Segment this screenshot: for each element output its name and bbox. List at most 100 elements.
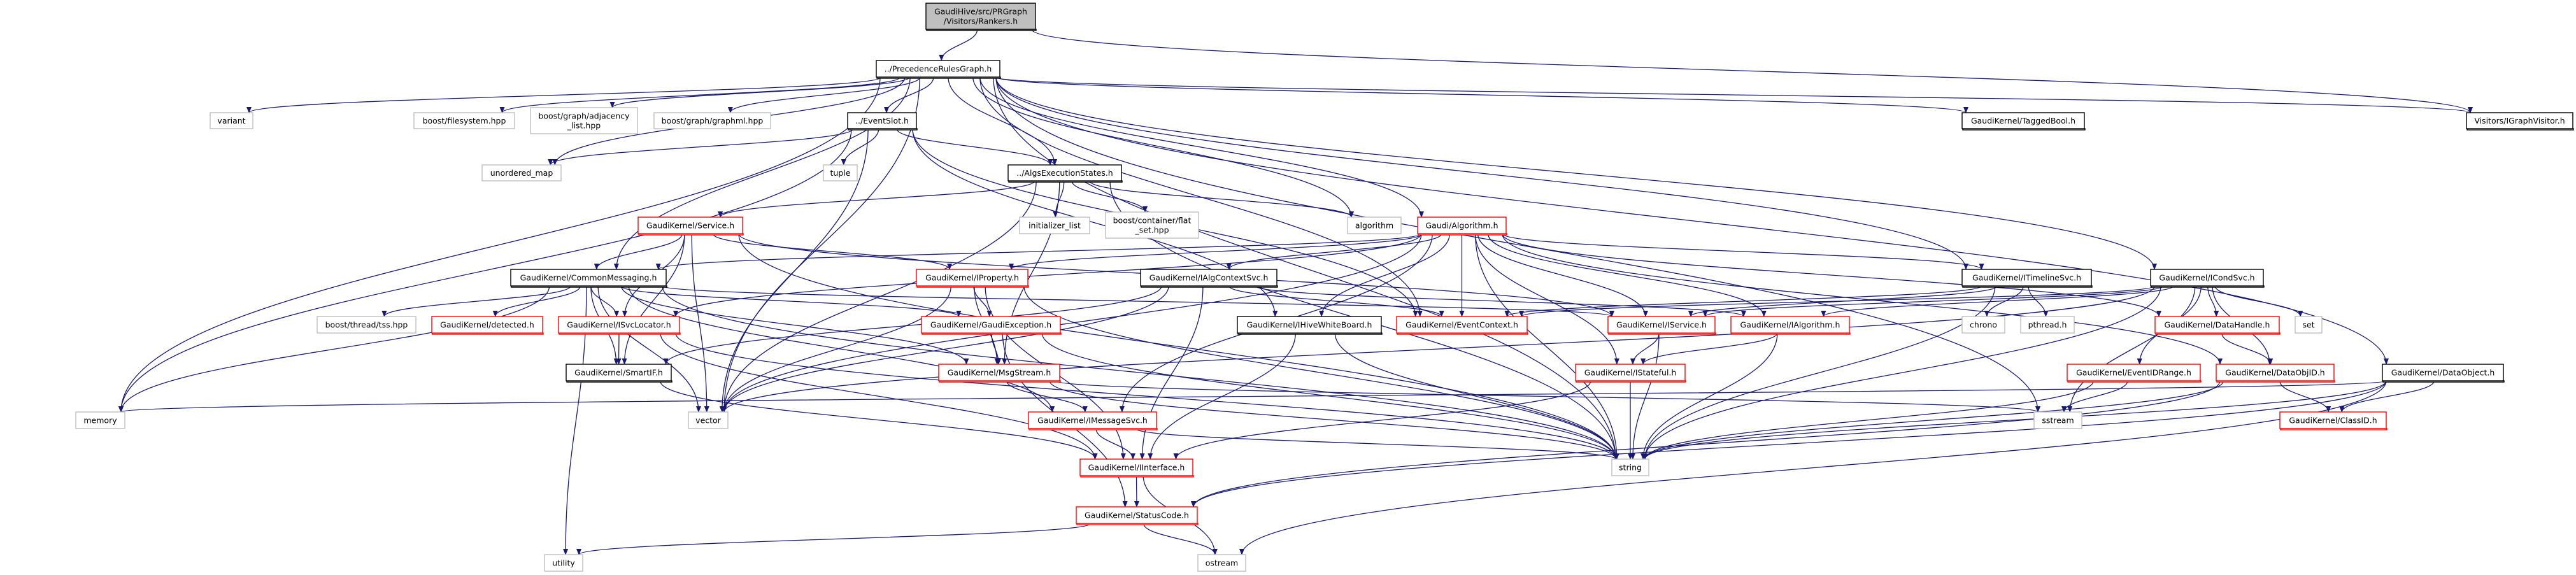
edge-cmsg-to-vector [597,285,701,413]
node-dhandle[interactable]: GaudiKernel/DataHandle.h [2154,316,2281,335]
node-cmsg[interactable]: GaudiKernel/CommonMessaging.h [510,269,667,288]
node-label: GaudiKernel/MsgStream.h [948,368,1051,378]
edge-icond-to-iservice [1702,285,2164,317]
node-prg[interactable]: ../PrecedenceRulesGraph.h [876,60,1001,79]
edge-statuscode-to-ostream [1143,523,1218,555]
node-label: _set.hpp [1134,225,1169,235]
edge-icond-to-string [1642,285,2161,460]
node-box [2295,316,2323,334]
node-box [558,316,680,334]
node-box [1079,458,1193,476]
node-iacs[interactable]: GaudiKernel/IAlgContextSvc.h [1140,269,1278,288]
edge-prg-to-string [993,76,1618,460]
node-box [1607,316,1716,334]
node-memory: memory [75,411,125,429]
node-flatset: boost/container/flat_set.hpp [1105,211,1199,239]
node-evctx[interactable]: GaudiKernel/EventContext.h [1396,316,1528,335]
edge-ialg-to-istateful [1640,332,1778,365]
edge-icond-to-dhandle [2207,285,2219,317]
node-box [1019,217,1090,234]
node-box [2020,316,2075,334]
edge-service-to-cmsg [594,233,683,270]
node-rankers[interactable]: GaudiHive/src/PRGraph/Visitors/Rankers.h [925,3,1037,31]
edge-cmsg-to-msgstream [620,285,969,365]
node-label: boost/container/flat [1113,216,1192,225]
node-istateful[interactable]: GaudiKernel/IStateful.h [1575,364,1686,383]
node-box [2279,411,2387,429]
node-isvcl[interactable]: GaudiKernel/ISvcLocator.h [558,316,681,335]
node-iprop[interactable]: GaudiKernel/IProperty.h [916,269,1029,288]
node-eidr[interactable]: GaudiKernel/EventIDRange.h [2067,364,2202,383]
node-gexc[interactable]: GaudiKernel/GaudiException.h [921,316,1062,335]
node-algorithm: algorithm [1347,217,1402,234]
node-box [1396,316,1528,334]
node-pthread: pthread.h [2020,316,2075,334]
node-label: GaudiKernel/GaudiException.h [930,320,1051,330]
node-aes[interactable]: ../AlgsExecutionStates.h [1007,164,1123,183]
edge-aes-to-initlist [1053,180,1065,218]
node-box [1076,506,1198,524]
node-label: GaudiKernel/ICondSvc.h [2159,273,2254,283]
node-box [1961,269,2092,287]
edge-prg-to-memory [118,76,881,413]
node-box [431,316,543,334]
node-tagged[interactable]: GaudiKernel/TaggedBool.h [1961,112,2086,131]
node-iface[interactable]: GaudiKernel/IInterface.h [1079,458,1194,478]
node-label: sstream [2042,416,2074,425]
node-label: chrono [1970,320,1997,330]
node-label: GaudiKernel/StatusCode.h [1085,511,1189,520]
edge-gexc-to-msgstream [991,332,1001,365]
node-tss: boost/thread/tss.hpp [317,316,416,334]
edge-ihwb-to-string [1334,332,1618,460]
node-igv[interactable]: Visitors/IGraphVisitor.h [2466,112,2574,131]
node-label: GaudiKernel/CommonMessaging.h [520,273,657,283]
node-statuscode[interactable]: GaudiKernel/StatusCode.h [1076,506,1199,525]
edge-prg-to-vector [722,76,920,413]
edge-cmsg-to-isvcl [590,285,620,317]
node-service[interactable]: GaudiKernel/Service.h [637,217,744,236]
node-label: tuple [830,168,851,178]
node-dobjid[interactable]: GaudiKernel/DataObjID.h [2216,364,2335,383]
edge-dobj-to-statuscode [1191,380,2387,508]
node-label: algorithm [1355,221,1393,231]
node-box [2466,112,2573,129]
node-ostream: ostream [1197,554,1246,572]
edge-eventslot-to-aes [896,128,1053,166]
edge-isvcl-to-iface [660,332,1098,460]
edge-prg-to-cmsg [613,76,911,270]
edge-galg-to-dhandle [1502,233,2161,317]
node-icond[interactable]: GaudiKernel/ICondSvc.h [2150,269,2265,288]
node-msgstream[interactable]: GaudiKernel/MsgStream.h [938,364,1061,383]
node-ialg[interactable]: GaudiKernel/IAlgorithm.h [1730,316,1851,335]
node-label: GaudiKernel/DataObject.h [2391,368,2495,378]
node-eventslot[interactable]: ../EventSlot.h [847,112,918,131]
node-box [1347,217,1402,234]
node-sstream: sstream [2033,411,2082,429]
node-box [566,364,672,381]
node-box [510,269,667,287]
node-label: GaudiKernel/Service.h [646,221,734,231]
node-iservice[interactable]: GaudiKernel/IService.h [1607,316,1716,335]
node-dobj[interactable]: GaudiKernel/DataObject.h [2382,364,2505,383]
node-label: GaudiKernel/ClassID.h [2289,416,2377,425]
edge-eventslot-to-vector [719,128,869,413]
edge-iacs-to-evctx [1228,285,1444,317]
node-variant: variant [210,112,253,129]
edge-aes-to-algorithm [1089,180,1354,218]
node-smartif[interactable]: GaudiKernel/SmartIF.h [566,364,672,383]
node-classid[interactable]: GaudiKernel/ClassID.h [2279,411,2387,430]
node-box [1417,217,1507,234]
edge-galg-to-cmsg [656,233,1422,270]
node-box [2382,364,2504,381]
edge-dobjid-to-classid [2279,380,2331,413]
node-string: string [1611,458,1649,476]
node-galg[interactable]: Gaudi/Algorithm.h [1417,217,1507,236]
node-ihwb[interactable]: GaudiKernel/IHiveWhiteBoard.h [1237,316,1383,335]
node-box [916,269,1028,287]
node-bfs: boost/filesystem.hpp [413,112,515,129]
node-label: GaudiKernel/TaggedBool.h [1971,116,2075,125]
node-itl[interactable]: GaudiKernel/ITimelineSvc.h [1961,269,2093,288]
node-imsgsvc[interactable]: GaudiKernel/IMessageSvc.h [1028,411,1158,430]
node-detected[interactable]: GaudiKernel/detected.h [431,316,544,335]
node-box [637,217,743,234]
